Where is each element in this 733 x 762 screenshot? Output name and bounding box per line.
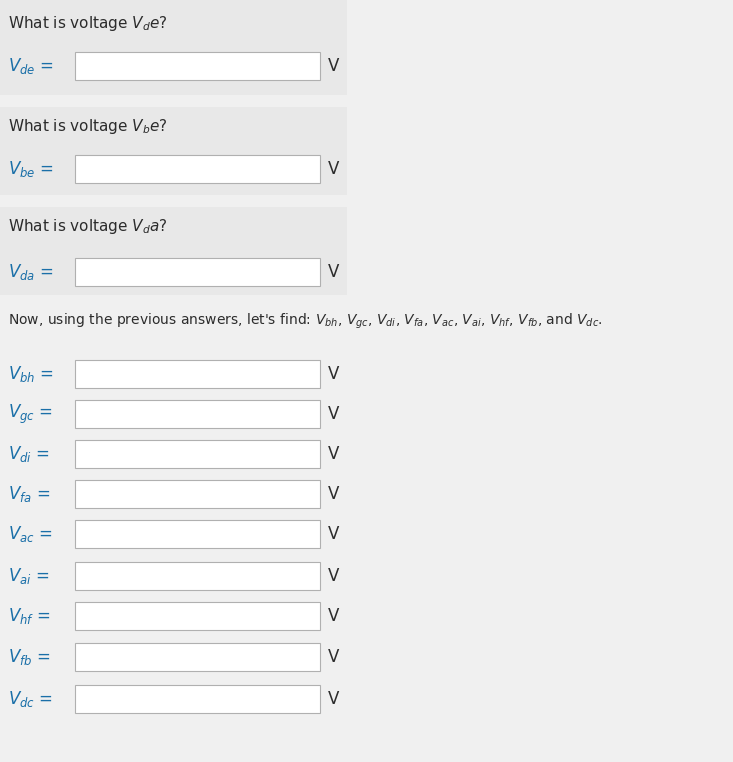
FancyBboxPatch shape: [75, 520, 320, 548]
Text: $V_{gc}$ =: $V_{gc}$ =: [8, 402, 53, 426]
FancyBboxPatch shape: [75, 155, 320, 183]
Text: V: V: [328, 567, 339, 585]
Text: V: V: [328, 160, 339, 178]
Text: V: V: [328, 525, 339, 543]
Text: V: V: [328, 648, 339, 666]
Text: $V_{bh}$ =: $V_{bh}$ =: [8, 364, 54, 384]
FancyBboxPatch shape: [75, 602, 320, 630]
Text: What is voltage $\mathit{V_de}$?: What is voltage $\mathit{V_de}$?: [8, 14, 168, 33]
Text: $V_{fa}$ =: $V_{fa}$ =: [8, 484, 51, 504]
FancyBboxPatch shape: [75, 400, 320, 428]
Text: V: V: [328, 445, 339, 463]
Text: $V_{de}$ =: $V_{de}$ =: [8, 56, 54, 76]
Text: $V_{be}$ =: $V_{be}$ =: [8, 159, 54, 179]
FancyBboxPatch shape: [75, 52, 320, 80]
Text: V: V: [328, 690, 339, 708]
Text: V: V: [328, 485, 339, 503]
Text: $V_{ac}$ =: $V_{ac}$ =: [8, 524, 53, 544]
Text: $V_{dc}$ =: $V_{dc}$ =: [8, 689, 53, 709]
FancyBboxPatch shape: [75, 360, 320, 388]
Text: V: V: [328, 607, 339, 625]
Text: Now, using the previous answers, let's find: $V_{bh}$, $V_{gc}$, $V_{di}$, $V_{f: Now, using the previous answers, let's f…: [8, 312, 603, 331]
FancyBboxPatch shape: [75, 562, 320, 590]
Text: $V_{di}$ =: $V_{di}$ =: [8, 444, 50, 464]
FancyBboxPatch shape: [75, 480, 320, 508]
FancyBboxPatch shape: [75, 258, 320, 286]
FancyBboxPatch shape: [75, 440, 320, 468]
Text: $V_{fb}$ =: $V_{fb}$ =: [8, 647, 51, 667]
FancyBboxPatch shape: [0, 0, 347, 95]
FancyBboxPatch shape: [75, 643, 320, 671]
Text: $V_{ai}$ =: $V_{ai}$ =: [8, 566, 50, 586]
Text: V: V: [328, 263, 339, 281]
Text: V: V: [328, 365, 339, 383]
Text: V: V: [328, 57, 339, 75]
Text: $V_{da}$ =: $V_{da}$ =: [8, 262, 54, 282]
Text: V: V: [328, 405, 339, 423]
Text: $V_{hf}$ =: $V_{hf}$ =: [8, 606, 51, 626]
FancyBboxPatch shape: [0, 107, 347, 195]
Text: What is voltage $\mathit{V_da}$?: What is voltage $\mathit{V_da}$?: [8, 217, 168, 236]
Text: What is voltage $\mathit{V_be}$?: What is voltage $\mathit{V_be}$?: [8, 117, 168, 136]
FancyBboxPatch shape: [75, 685, 320, 713]
FancyBboxPatch shape: [0, 207, 347, 295]
